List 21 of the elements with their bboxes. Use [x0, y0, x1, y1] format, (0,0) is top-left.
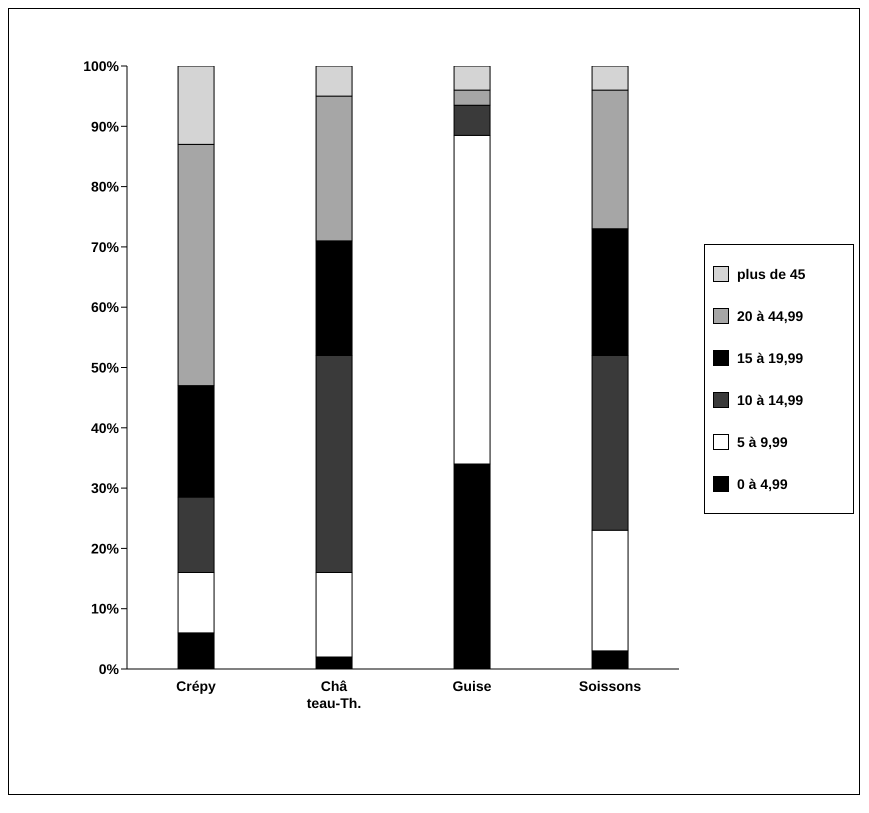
y-tick-label: 70% [90, 238, 120, 255]
y-tick-label: 10% [90, 600, 120, 617]
legend-label: 10 à 14,99 [737, 392, 804, 408]
y-tick-label: 50% [90, 359, 120, 376]
y-tick-label: 90% [90, 118, 120, 134]
y-tick-label: 0% [98, 660, 120, 677]
legend-label: 20 à 44,99 [737, 308, 804, 324]
legend-label: 5 à 9,99 [737, 434, 788, 450]
x-tick-label: Châ teau-Th. [306, 678, 362, 711]
y-tick-label: 80% [90, 178, 120, 195]
x-tick-label: Guise [452, 678, 492, 694]
y-tick-label: 20% [90, 540, 120, 556]
x-tick-label: Soissons [578, 678, 642, 694]
x-tick-label: Crépy [176, 678, 216, 694]
legend-label: plus de 45 [737, 266, 806, 282]
y-tick-label: 40% [90, 420, 120, 436]
y-tick-label: 30% [90, 480, 120, 496]
y-tick-label: 60% [90, 299, 120, 316]
legend-label: 0 à 4,99 [737, 476, 788, 492]
y-tick-label: 100% [83, 58, 120, 74]
legend-label: 15 à 19,99 [737, 350, 804, 366]
